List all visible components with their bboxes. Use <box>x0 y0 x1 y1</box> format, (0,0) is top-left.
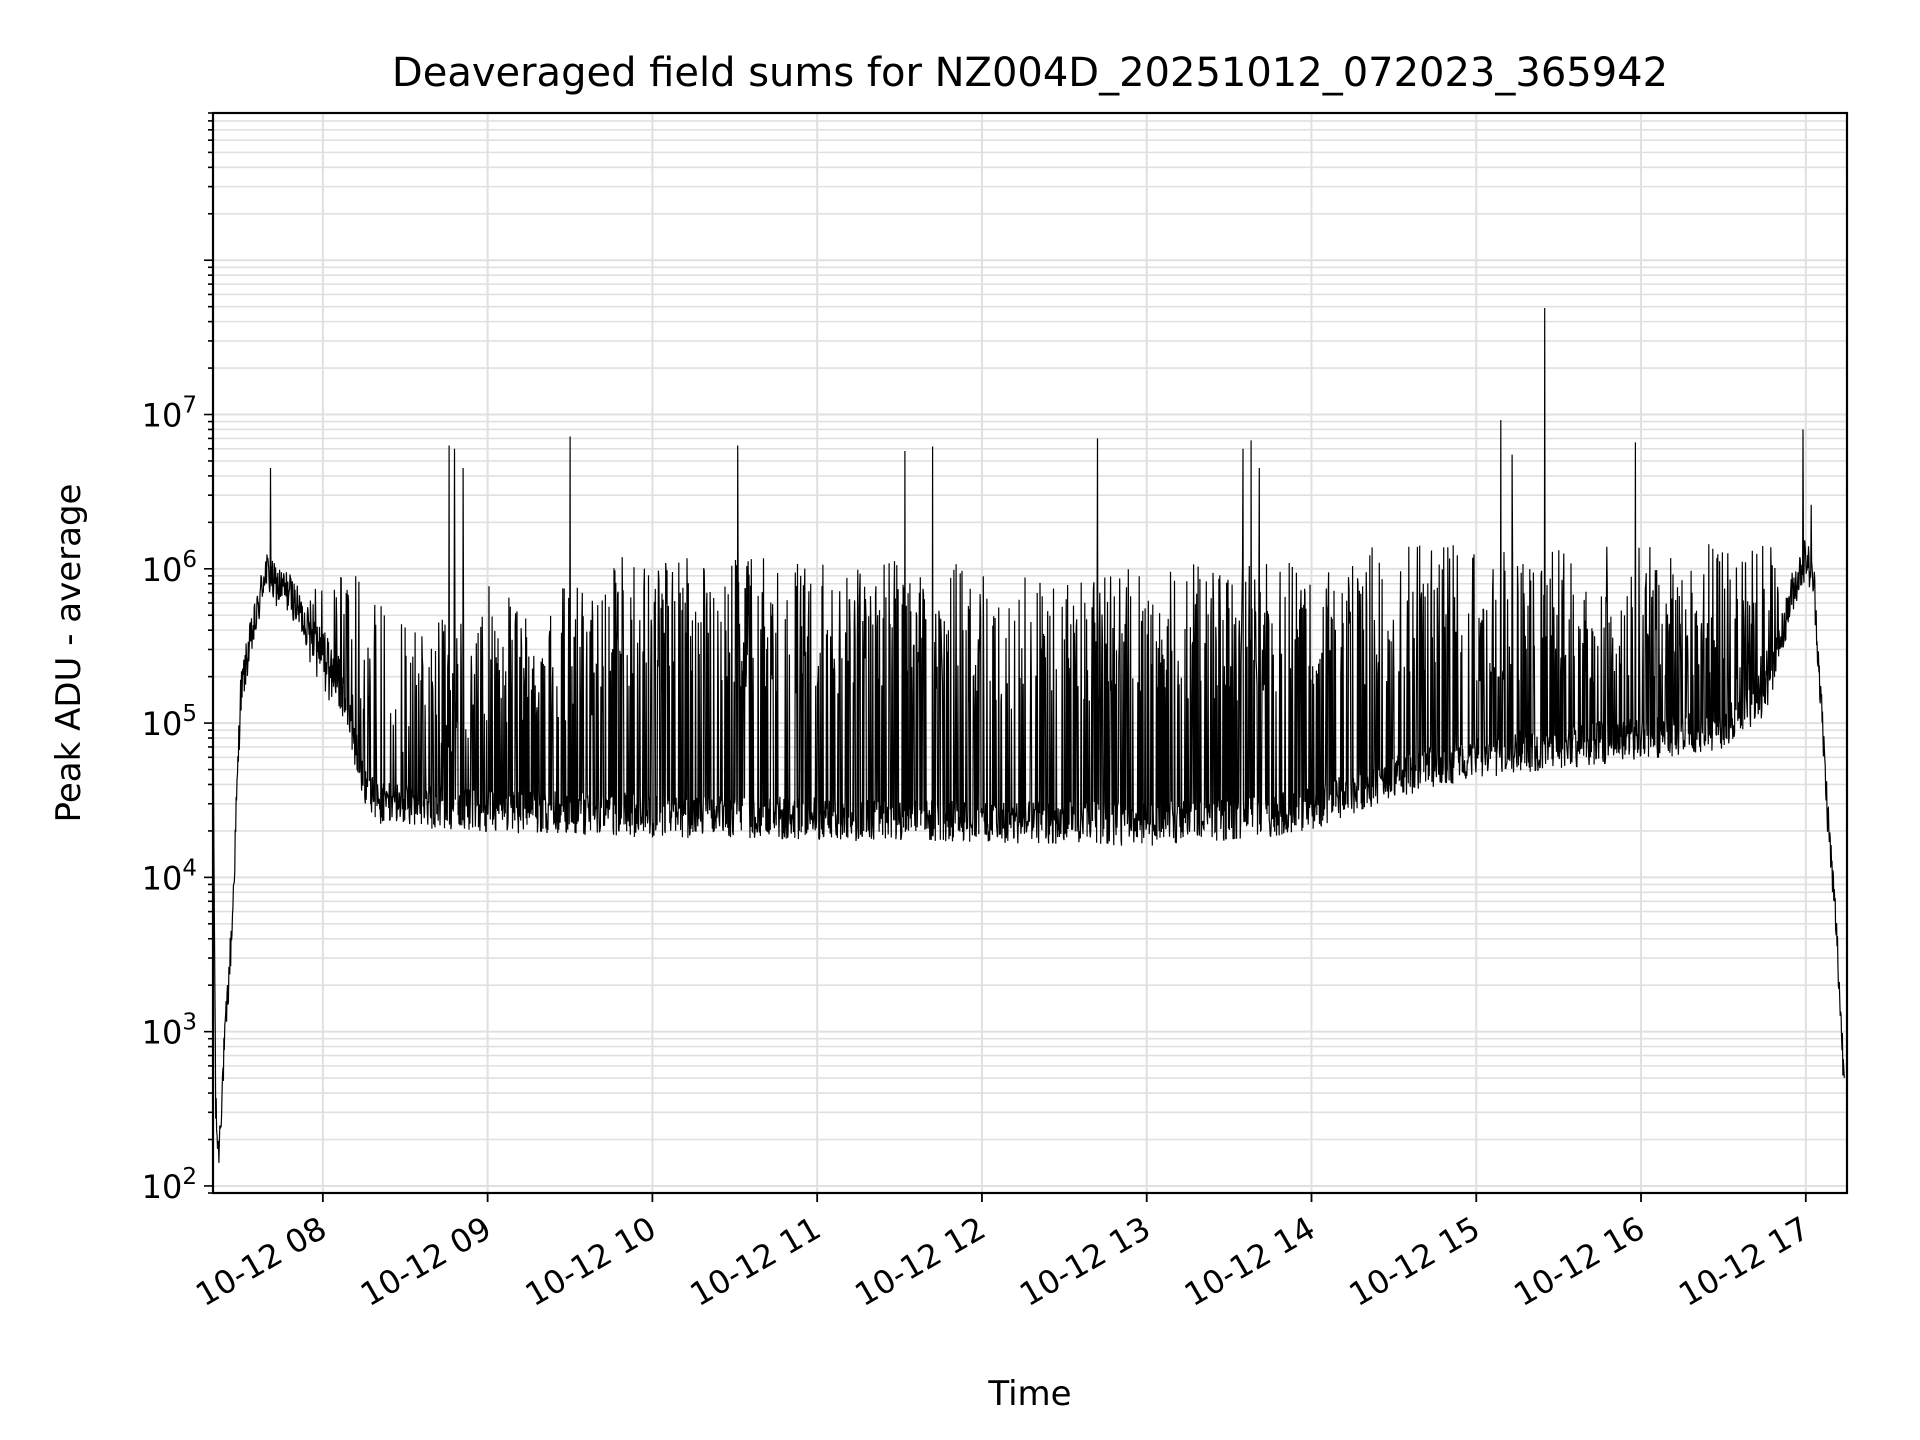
y-tick-label: 105 <box>142 701 197 743</box>
series-line <box>212 307 1845 1163</box>
grid-layer <box>213 112 1847 1194</box>
data-layer <box>212 307 1845 1163</box>
x-axis-title: Time <box>987 1374 1071 1414</box>
y-tick-label: 107 <box>142 393 197 435</box>
plot-frame <box>211 111 1849 1195</box>
y-tick-label: 104 <box>142 855 197 897</box>
y-tick-label: 106 <box>142 547 197 589</box>
y-tick-label: 103 <box>142 1010 197 1052</box>
y-axis-title: Peak ADU - average <box>49 484 89 823</box>
chart-title: Deaveraged field sums for NZ004D_2025101… <box>392 50 1668 96</box>
y-tick-label: 102 <box>142 1164 197 1206</box>
